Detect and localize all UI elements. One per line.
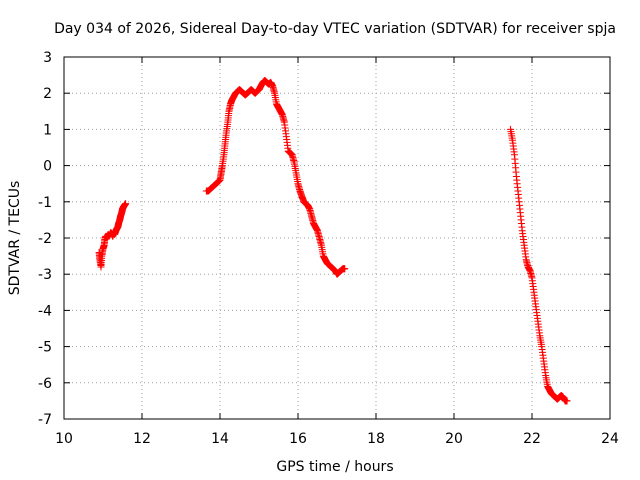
series-2 — [202, 77, 349, 278]
y-tick-label: -7 — [38, 412, 52, 428]
x-tick-label: 14 — [211, 431, 229, 447]
x-tick-label: 22 — [523, 431, 541, 447]
y-axis-label: SDTVAR / TECUs — [7, 181, 23, 296]
y-tick-label: 0 — [43, 159, 52, 175]
x-axis-label: GPS time / hours — [276, 459, 393, 475]
y-tick-label: 3 — [43, 50, 52, 66]
y-tick-label: -4 — [38, 303, 52, 319]
data-point-marker — [563, 397, 571, 405]
chart-title: Day 034 of 2026, Sidereal Day-to-day VTE… — [54, 21, 616, 37]
series-1 — [95, 200, 130, 271]
data-point-marker — [122, 200, 130, 208]
x-tick-label: 20 — [445, 431, 463, 447]
y-tick-label: -6 — [38, 376, 52, 392]
data-series — [95, 77, 571, 405]
x-tick-label: 10 — [55, 431, 73, 447]
y-tick-label: 2 — [43, 86, 52, 102]
x-tick-label: 12 — [133, 431, 151, 447]
y-tick-label: -1 — [38, 195, 52, 211]
data-point-marker — [341, 265, 349, 273]
series-3 — [507, 125, 571, 405]
x-tick-label: 18 — [367, 431, 385, 447]
y-tick-label: -5 — [38, 340, 52, 356]
y-tick-label: -2 — [38, 231, 52, 247]
grid-lines — [64, 57, 610, 419]
x-tick-label: 16 — [289, 431, 307, 447]
x-tick-label: 24 — [601, 431, 619, 447]
y-tick-label: -3 — [38, 267, 52, 283]
y-tick-label: 1 — [43, 122, 52, 138]
